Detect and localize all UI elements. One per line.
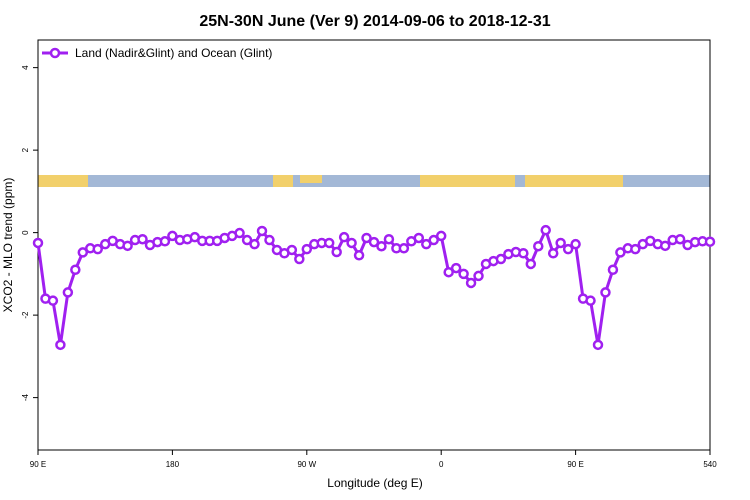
data-point: [62, 287, 74, 298]
map-strip: [38, 175, 710, 187]
x-tick-label: 180: [166, 460, 180, 469]
x-tick-label: 90 W: [297, 460, 316, 469]
x-tick-label: 90 E: [567, 460, 583, 469]
data-point: [249, 238, 260, 250]
data-point: [473, 270, 484, 282]
data-point: [338, 231, 350, 243]
data-point: [435, 230, 447, 242]
data-point: [518, 247, 529, 259]
data-point: [376, 240, 387, 252]
y-tick-label: -2: [21, 311, 30, 319]
data-point: [547, 247, 559, 259]
data-point: [458, 268, 469, 280]
data-point: [294, 253, 305, 265]
data-point: [562, 243, 574, 255]
data-point: [465, 277, 477, 289]
data-point: [600, 287, 611, 298]
chart-title: 25N-30N June (Ver 9) 2014-09-06 to 2018-…: [199, 13, 550, 30]
x-tick-label: 0: [439, 460, 444, 469]
data-point: [533, 240, 544, 252]
data-point: [368, 236, 380, 248]
data-point: [585, 295, 596, 306]
x-tick-label: 90 E: [30, 460, 46, 469]
data-point: [659, 240, 671, 252]
data-point: [540, 224, 551, 236]
legend-marker: [49, 47, 61, 59]
data-point: [353, 250, 365, 261]
y-tick-label: -4: [21, 394, 30, 402]
data-point: [331, 246, 342, 258]
data-point: [428, 234, 439, 246]
data-point: [92, 243, 103, 255]
data-point: [47, 295, 59, 306]
data-point: [383, 233, 395, 245]
data-point: [630, 243, 641, 255]
legend-label: Land (Nadir&Glint) and Ocean (Glint): [75, 46, 272, 60]
data-point: [286, 244, 298, 256]
x-axis-label: Longitude (deg E): [327, 476, 422, 490]
data-point: [443, 266, 454, 278]
data-point: [607, 264, 619, 275]
data-point: [555, 237, 566, 249]
y-axis-label: XCO2 - MLO trend (ppm): [1, 178, 15, 313]
x-tick-label: 540: [703, 460, 717, 469]
data-point: [495, 253, 507, 265]
data-point: [592, 339, 604, 351]
data-point: [159, 236, 171, 247]
data-point: [77, 247, 89, 258]
data-point: [421, 238, 432, 250]
data-point: [413, 232, 425, 244]
data-point: [32, 237, 44, 249]
data-point: [70, 264, 81, 275]
data-point: [301, 243, 313, 255]
data-point: [167, 230, 178, 242]
data-point: [256, 225, 268, 237]
data-point: [361, 232, 372, 244]
y-tick-label: 2: [21, 147, 30, 152]
data-point: [122, 240, 133, 252]
data-point: [137, 233, 148, 245]
data-point: [450, 262, 462, 274]
data-point: [241, 234, 253, 246]
y-tick-label: 4: [21, 65, 30, 70]
data-point: [264, 234, 275, 246]
data-point: [323, 237, 335, 249]
data-point: [615, 247, 626, 258]
data-point: [674, 233, 686, 245]
data-point: [398, 243, 410, 254]
y-tick-label: 0: [21, 230, 30, 235]
data-point: [346, 237, 357, 249]
data-point: [525, 258, 537, 270]
data-point: [570, 238, 581, 250]
data-point: [55, 339, 66, 351]
data-point: [234, 227, 245, 239]
data-point: [704, 236, 716, 247]
